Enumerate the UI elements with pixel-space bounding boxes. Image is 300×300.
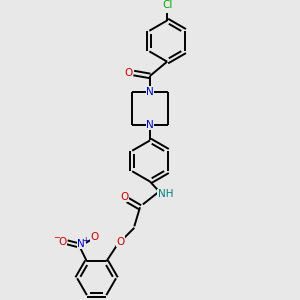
Text: N: N — [77, 238, 85, 248]
Text: −: − — [53, 233, 60, 242]
Text: +: + — [82, 236, 89, 244]
Text: O: O — [120, 192, 128, 202]
Text: O: O — [58, 237, 66, 248]
Text: N: N — [146, 87, 154, 97]
Text: N: N — [146, 120, 154, 130]
Text: O: O — [91, 232, 99, 242]
Text: O: O — [124, 68, 133, 78]
Text: O: O — [116, 236, 125, 247]
Text: Cl: Cl — [163, 0, 173, 10]
Text: NH: NH — [158, 189, 173, 200]
